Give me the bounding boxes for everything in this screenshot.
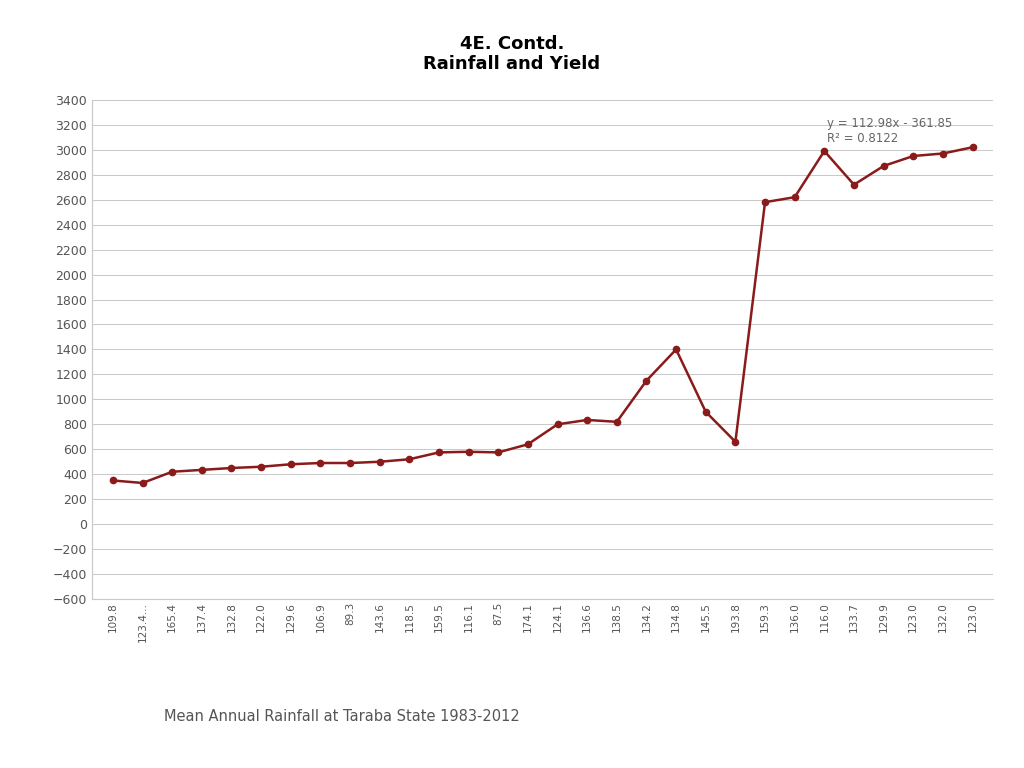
Text: Mean Annual Rainfall at Taraba State 1983-2012: Mean Annual Rainfall at Taraba State 198…	[164, 709, 520, 724]
Text: 4E. Contd.
Rainfall and Yield: 4E. Contd. Rainfall and Yield	[424, 35, 600, 74]
Text: y = 112.98x - 361.85
R² = 0.8122: y = 112.98x - 361.85 R² = 0.8122	[826, 118, 952, 145]
